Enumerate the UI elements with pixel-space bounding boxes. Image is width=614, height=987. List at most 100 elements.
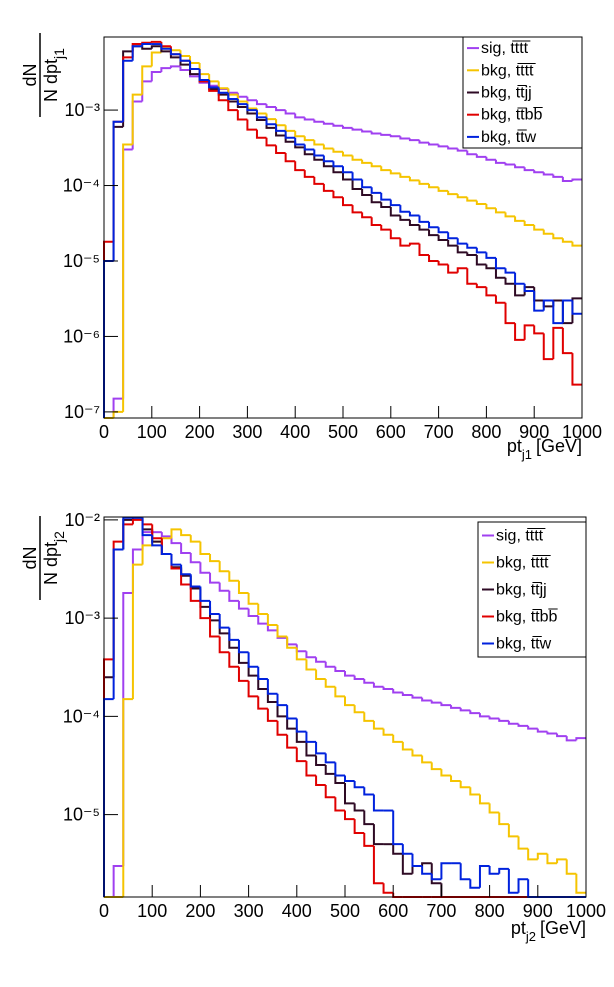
histogram-bin [334,762,345,777]
histogram-bin [370,162,382,168]
histogram-bin [361,212,372,219]
histogram-bin [332,161,343,168]
histogram-bin [428,255,439,262]
histogram-bin [571,300,582,315]
histogram-bin [160,538,172,555]
x-tick-label: 100 [137,422,167,442]
y-tick-label: 10⁻⁴ [63,176,100,196]
histogram-bin [475,247,487,254]
histogram-bin [430,863,442,885]
x-tick-label: 700 [426,901,456,921]
histogram-bin [103,658,114,897]
histogram-bin [122,59,133,122]
histogram-bin [488,865,500,875]
histogram-bin [131,45,143,61]
histogram-bin [266,679,278,695]
x-label-unit: [GeV] [540,918,586,938]
histogram-bin [469,787,480,796]
histogram-bin [498,812,509,826]
histogram-bin [546,853,558,865]
histogram-bin [450,705,461,709]
histogram-bin [342,125,353,129]
histogram-bin [408,211,420,217]
histogram-bin [276,693,288,707]
histogram-bin [209,600,220,616]
y-label-numerator: dN [20,546,40,569]
histogram-bin [199,588,211,608]
histogram-bin [389,229,401,240]
histogram-bin [332,148,343,153]
y-tick-label: 10⁻³ [64,100,100,120]
histogram-bin [459,863,471,881]
histogram-bin [533,170,544,174]
histogram-bin [353,780,365,789]
histogram-bin [266,688,278,704]
histogram-bin [284,110,296,115]
histogram-bin [542,229,554,235]
histogram-bin [533,291,544,312]
histogram-bin [122,592,133,866]
histogram-bin [504,268,516,274]
histogram-bin [392,810,403,846]
histogram-bin [284,130,296,139]
y-tick-label: 10⁻³ [64,608,100,628]
histogram-bin [217,87,229,94]
y-label-denominator: N dptj2 [41,531,67,585]
histogram-bin [344,775,355,782]
histogram-bin [514,272,525,285]
legend-label: bkg, tt̅tt̅ [496,554,551,571]
histogram-bin [514,283,525,297]
histogram-bin [450,775,461,782]
histogram-bin [389,199,401,207]
histogram-bin [399,173,410,178]
histogram-bin [255,100,267,106]
histogram-bin [418,224,430,231]
x-tick-label: 0 [99,901,109,921]
histogram-bin [255,110,267,119]
histogram-bin [227,100,238,112]
histogram-bin [370,194,382,204]
histogram-bin [363,679,374,684]
histogram-bin [122,143,133,412]
x-label-sub: j2 [525,929,536,944]
histogram-bin [305,659,317,671]
histogram-bin [257,675,268,690]
histogram-bin [332,166,343,174]
histogram-bin [305,731,317,743]
histogram-bin [180,529,191,537]
histogram-bin [303,144,315,151]
histogram-bin [485,264,496,270]
histogram-bin [527,879,538,898]
legend-label: sig, tt̅tt̅ [496,527,546,544]
histogram-bin [372,845,384,885]
histogram-bin [437,235,449,241]
y-tick-label: 10⁻⁵ [63,251,100,271]
histogram-bin [408,138,420,142]
histogram-bin [342,166,353,174]
histogram-bin [247,608,259,618]
histogram-bin [131,100,143,150]
histogram-bin [392,734,403,743]
y-label-denominator: N dptj1 [41,48,67,102]
histogram-bin [179,54,191,62]
histogram-bin [478,864,490,888]
histogram-bin [361,129,372,133]
histogram-bin [571,241,582,247]
histogram-bin [372,682,384,688]
histogram-bin [122,698,133,897]
histogram-bin [440,702,452,707]
x-tick-label: 800 [471,422,501,442]
histogram-bin [286,637,297,646]
histogram-bin [392,688,403,694]
histogram-bin [189,60,200,71]
chart: 0 100 200 300 400 500 600 700 800 900 1000 10⁻⁷ 10⁻⁶… [20,33,602,462]
x-axis-label: ptj2 [GeV] [511,918,586,944]
histogram-bin [228,571,239,582]
histogram-bin [575,737,586,741]
histogram-bin [533,325,544,335]
histogram-bin [286,705,297,720]
histogram-bin [344,782,355,805]
histogram-bin [237,647,249,664]
histogram-bin [275,106,286,112]
histogram-bin [542,172,554,176]
